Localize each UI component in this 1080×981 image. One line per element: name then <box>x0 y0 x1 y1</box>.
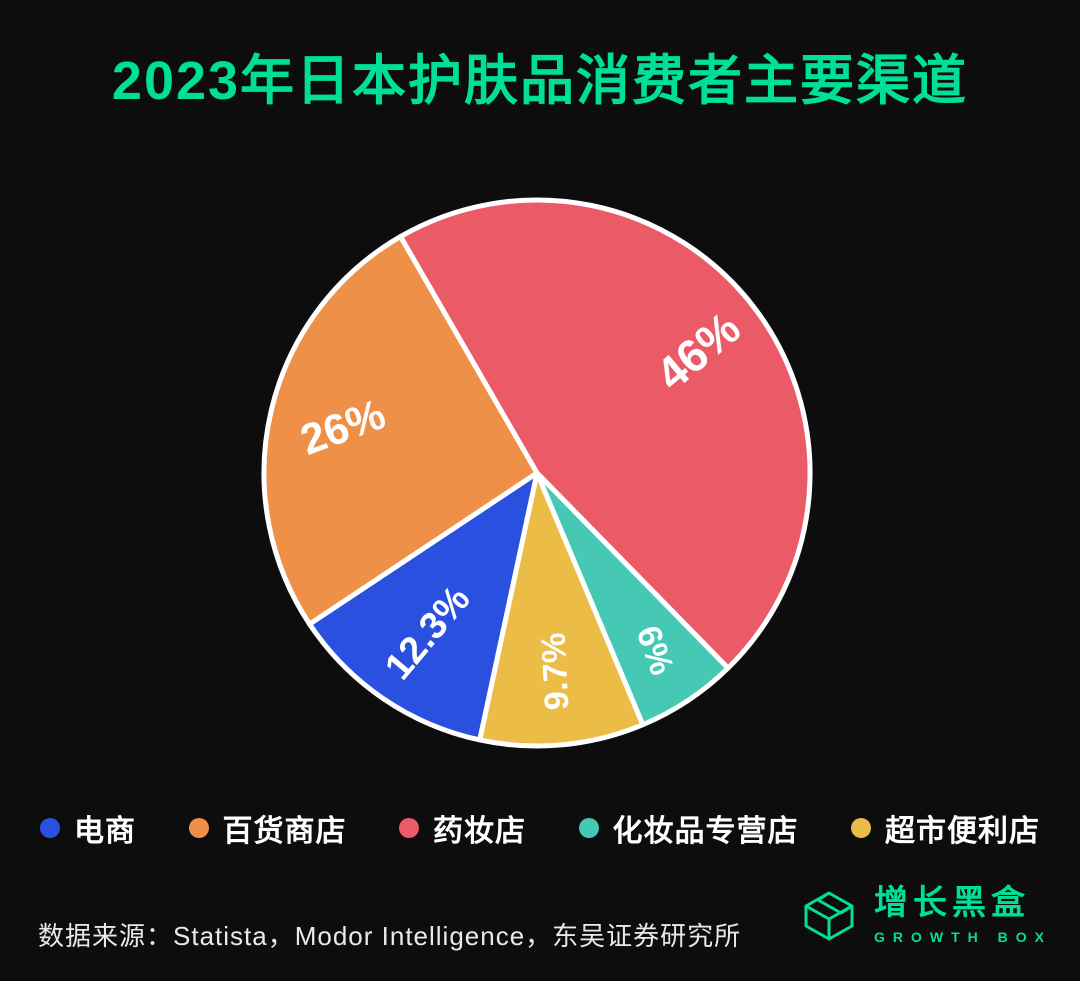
legend-dot-百货商店 <box>188 818 209 838</box>
chart-title: 2023年日本护肤品消费者主要渠道 <box>111 51 969 111</box>
pie-slice-电商[interactable] <box>307 470 540 743</box>
data-source-note: 数据来源：Statista，Modor Intelligence，东吴证券研究所 <box>38 921 742 951</box>
legend-label-药妆店: 药妆店 <box>433 815 526 848</box>
legend-item-化妆品专营店[interactable]: 化妆品专营店 <box>578 806 799 850</box>
open-box-icon <box>804 891 854 941</box>
legend: 电商 百货商店 药妆店 化妆品专营店 超市便利店 <box>0 800 1080 856</box>
legend-label-超市便利店: 超市便利店 <box>885 815 1040 848</box>
legend-item-药妆店[interactable]: 药妆店 <box>399 806 526 850</box>
legend-dot-超市便利店 <box>851 818 871 838</box>
legend-dot-药妆店 <box>399 818 419 838</box>
legend-label-化妆品专营店: 化妆品专营店 <box>612 815 799 848</box>
legend-item-电商[interactable]: 电商 <box>40 806 136 850</box>
brand-logo: 增长黑盒 GROWTH BOX <box>798 884 1052 946</box>
logo-subtitle: GROWTH BOX <box>874 928 1052 945</box>
pie-slice-超市便利店[interactable] <box>477 470 646 749</box>
legend-dot-电商 <box>40 818 60 838</box>
pie-slice-药妆店[interactable] <box>398 197 813 671</box>
legend-item-百货商店[interactable]: 百货商店 <box>188 806 347 850</box>
pie-slice-百货商店[interactable] <box>261 234 540 627</box>
legend-item-超市便利店[interactable]: 超市便利店 <box>851 806 1040 850</box>
legend-dot-化妆品专营店 <box>578 818 599 838</box>
pie-label-超市便利店: 9.7% <box>534 632 576 711</box>
logo-name: 增长黑盒 <box>874 884 1030 923</box>
legend-label-电商: 电商 <box>74 815 136 848</box>
legend-label-百货商店: 百货商店 <box>222 815 347 848</box>
